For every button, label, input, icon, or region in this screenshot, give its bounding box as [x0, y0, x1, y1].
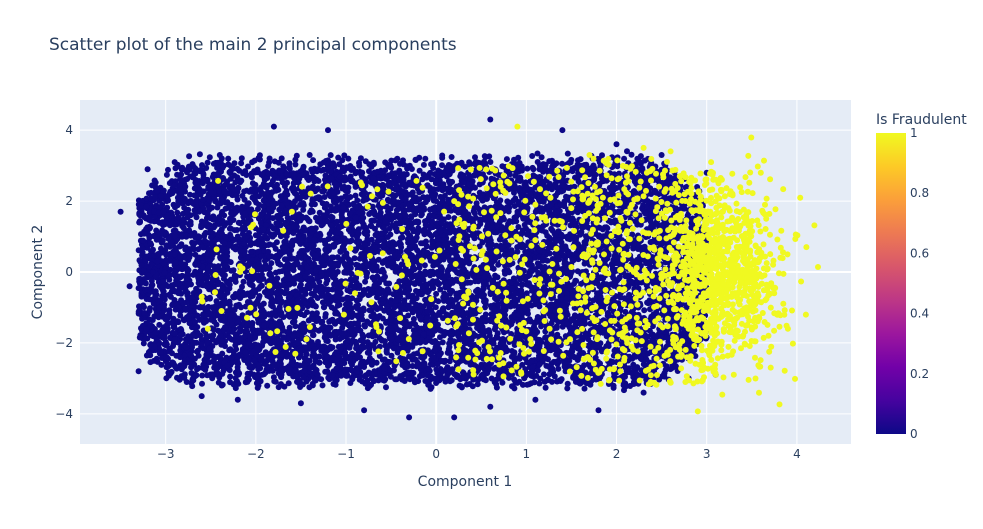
point-class-0 [147, 305, 153, 311]
point-class-0 [207, 154, 213, 160]
point-class-0 [199, 381, 205, 387]
point-class-0 [599, 152, 605, 158]
point-class-0 [360, 332, 366, 338]
point-class-0 [418, 212, 424, 218]
point-class-0 [565, 151, 571, 157]
point-class-0 [530, 165, 536, 171]
point-class-0 [225, 156, 231, 162]
point-class-0 [353, 193, 359, 199]
point-class-0 [341, 330, 347, 336]
point-class-0 [543, 385, 549, 391]
point-class-0 [568, 157, 574, 163]
point-class-0 [367, 307, 373, 313]
point-class-0 [233, 346, 239, 352]
point-class-0 [241, 188, 247, 194]
point-class-0 [227, 374, 233, 380]
chart-title: Scatter plot of the main 2 principal com… [49, 35, 457, 55]
point-class-0 [629, 152, 635, 158]
point-class-0 [271, 374, 277, 380]
point-class-0 [621, 156, 627, 162]
point-class-0 [310, 157, 316, 163]
point-class-0 [170, 343, 176, 349]
point-class-0 [475, 377, 481, 383]
point-class-0 [307, 152, 313, 158]
point-class-0 [354, 327, 360, 333]
point-class-0 [345, 156, 351, 162]
point-class-0 [353, 262, 359, 268]
point-class-0 [195, 246, 201, 252]
point-class-0 [250, 180, 256, 186]
point-class-0 [328, 152, 334, 158]
point-class-0 [582, 386, 588, 392]
point-class-0 [422, 156, 428, 162]
point-class-0 [417, 168, 423, 174]
point-class-0 [263, 183, 269, 189]
point-class-0 [502, 239, 508, 245]
point-class-0 [192, 252, 198, 258]
point-class-0 [499, 244, 505, 250]
point-class-0 [157, 220, 163, 226]
point-class-0 [198, 272, 204, 278]
point-class-0 [211, 319, 217, 325]
point-class-0 [306, 384, 312, 390]
point-class-0 [144, 196, 150, 202]
point-class-0 [188, 222, 194, 228]
point-class-0 [305, 216, 311, 222]
point-class-0 [264, 383, 270, 389]
point-class-0 [641, 307, 647, 313]
point-class-0 [535, 151, 541, 157]
point-class-0 [271, 225, 277, 231]
point-class-0 [272, 158, 278, 164]
point-class-0 [532, 379, 538, 385]
point-class-0 [236, 220, 242, 226]
point-class-0 [415, 225, 421, 231]
point-class-0 [423, 239, 429, 245]
